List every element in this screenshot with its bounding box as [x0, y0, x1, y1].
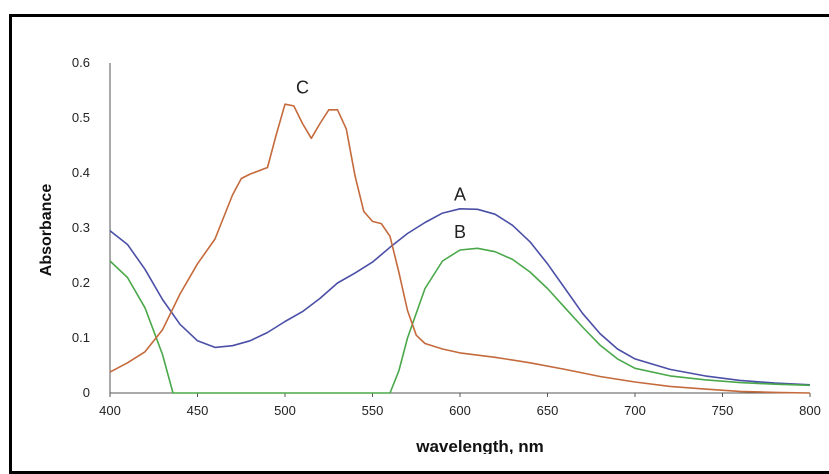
y-tick-label: 0.6	[72, 55, 90, 70]
y-tick-label: 0.5	[72, 110, 90, 125]
x-tick-label: 400	[99, 403, 121, 418]
x-tick-label: 750	[712, 403, 734, 418]
x-tick-label: 500	[274, 403, 296, 418]
curve-label-a: A	[454, 185, 466, 205]
absorbance-chart: 400 450 500 550 600 650 700 750 800 0 0.1 0.2 0.3 0.4…	[38, 55, 821, 454]
x-tick-label: 650	[537, 403, 559, 418]
chart-frame	[9, 14, 829, 474]
x-tick-label: 600	[449, 403, 471, 418]
series-line-b	[109, 247, 811, 394]
curve-label-c: C	[296, 77, 309, 97]
y-tick-label: 0.2	[72, 275, 90, 290]
y-tick-label: 0.1	[72, 330, 90, 345]
labels-layer: AB C	[296, 77, 466, 242]
axes-group: 400 450 500 550 600 650 700 750 800 0 0.1 0.2 0.3 0.4…	[72, 55, 821, 418]
x-tick-label: 700	[624, 403, 646, 418]
x-axis-label: wavelength, nm	[415, 437, 544, 454]
y-axis-label: Absorbance	[38, 184, 55, 277]
y-tick-label: 0.3	[72, 220, 90, 235]
x-tick-label: 450	[187, 403, 209, 418]
series-line-a	[109, 208, 811, 386]
y-tick-label: 0.4	[72, 165, 90, 180]
series-line-c	[109, 103, 811, 394]
x-tick-label: 550	[362, 403, 384, 418]
curve-label-b: B	[454, 222, 466, 242]
y-tick-label: 0	[83, 385, 90, 400]
series-layer	[109, 103, 811, 394]
x-tick-label: 800	[799, 403, 821, 418]
